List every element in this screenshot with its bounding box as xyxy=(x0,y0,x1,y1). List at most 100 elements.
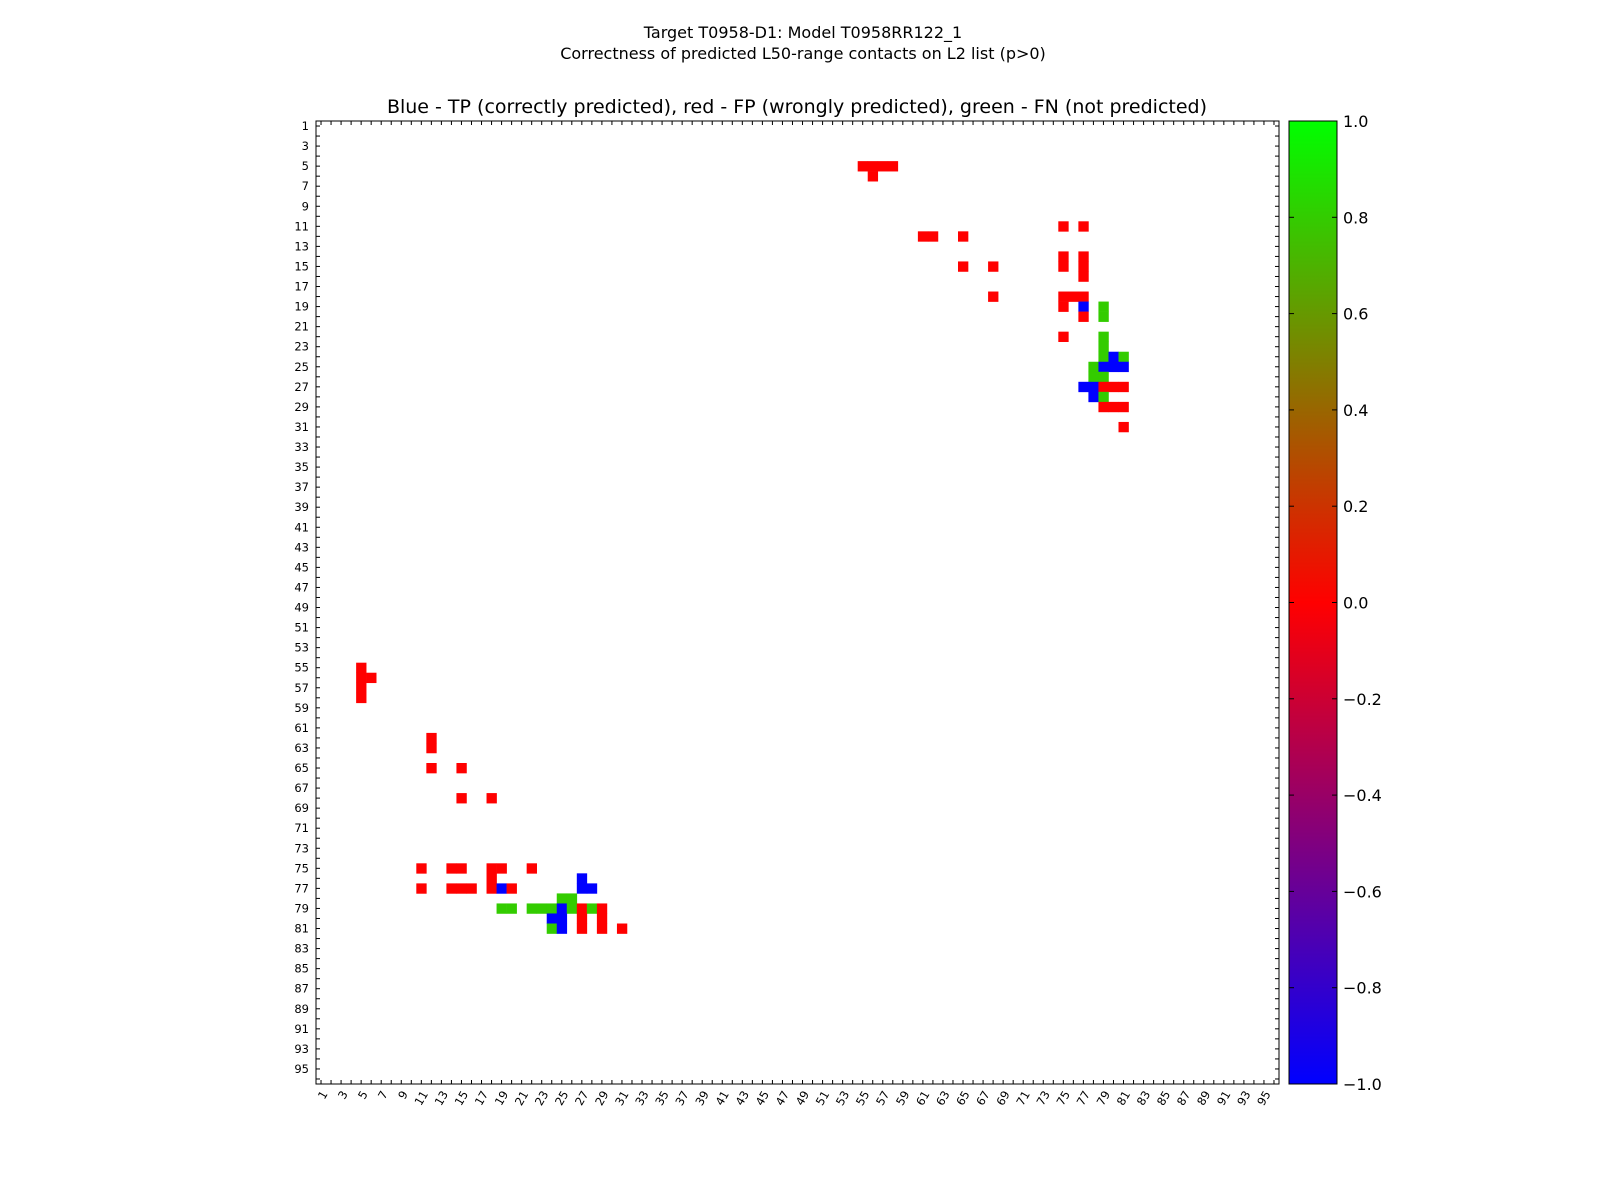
contact-cell xyxy=(486,793,497,804)
contact-cell xyxy=(486,873,497,884)
contact-cell xyxy=(556,893,568,904)
contact-cell xyxy=(456,883,467,894)
contact-cell xyxy=(1058,331,1069,342)
x-tick-label: 13 xyxy=(432,1088,451,1108)
contact-cell xyxy=(446,883,457,894)
x-tick-label: 79 xyxy=(1094,1088,1113,1108)
contact-cell xyxy=(446,863,457,874)
y-tick-label: 15 xyxy=(294,259,309,273)
contact-cell xyxy=(1078,221,1089,232)
x-tick-label: 63 xyxy=(933,1088,952,1108)
y-tick-label: 71 xyxy=(294,821,309,835)
contact-cell xyxy=(1118,351,1129,363)
y-tick-label: 37 xyxy=(294,480,309,494)
contact-cell xyxy=(576,903,588,914)
y-tick-label: 85 xyxy=(294,962,309,976)
x-tick-label: 29 xyxy=(592,1088,611,1108)
colorbar-ticks: 1.0 0.8 0.6 0.4 0.2 0.0 −0.2 −0.4 −0.6 −0.8 −1.0 xyxy=(1289,112,1382,1094)
x-tick-label: 31 xyxy=(612,1088,631,1108)
x-tick-label: 83 xyxy=(1134,1088,1153,1108)
colorbar-tick-label: 0.0 xyxy=(1343,594,1368,613)
contact-cell xyxy=(1058,251,1069,262)
y-tick-label: 19 xyxy=(294,300,309,314)
x-tick-label: 87 xyxy=(1174,1088,1193,1108)
x-tick-label: 73 xyxy=(1033,1088,1052,1108)
x-tick-label: 81 xyxy=(1114,1088,1133,1108)
contact-cell xyxy=(1068,291,1079,302)
contact-cell xyxy=(1078,381,1089,393)
x-tick-label: 17 xyxy=(472,1088,491,1108)
contact-cell xyxy=(1078,251,1089,262)
contact-cell xyxy=(526,903,537,914)
contact-cell xyxy=(1098,301,1109,312)
y-tick-label: 59 xyxy=(294,701,309,715)
contact-cell xyxy=(1108,381,1119,393)
contact-cell xyxy=(1088,371,1099,383)
contact-cell xyxy=(1118,381,1129,393)
colorbar-tick-label: −1.0 xyxy=(1343,1075,1382,1094)
x-tick-label: 45 xyxy=(753,1088,772,1108)
y-tick-label: 67 xyxy=(294,781,309,795)
y-tick-label: 5 xyxy=(302,159,309,173)
contact-cell xyxy=(356,662,367,674)
contact-cell xyxy=(1118,361,1129,373)
contact-cell xyxy=(1118,401,1129,413)
contact-cell xyxy=(1118,421,1129,433)
y-tick-label: 91 xyxy=(294,1022,309,1036)
y-tick-label: 73 xyxy=(294,841,309,855)
x-tick-label: 89 xyxy=(1194,1088,1213,1108)
x-tick-label: 67 xyxy=(973,1088,992,1108)
x-tick-label: 19 xyxy=(492,1088,511,1108)
y-tick-label: 17 xyxy=(294,280,309,294)
contact-cell xyxy=(356,692,367,704)
y-tick-label: 69 xyxy=(294,801,309,815)
contact-cell xyxy=(887,161,899,172)
x-tick-label: 85 xyxy=(1154,1088,1173,1108)
x-tick-label: 27 xyxy=(572,1088,591,1108)
contact-cell xyxy=(416,863,427,874)
contact-cell xyxy=(556,913,568,924)
y-tick-label: 41 xyxy=(294,520,309,534)
contact-cell xyxy=(988,261,999,272)
contact-cell xyxy=(1078,291,1089,302)
contact-cell xyxy=(536,903,548,914)
contact-cell xyxy=(576,883,588,894)
figure-title-line-2: Correctness of predicted L50-range conta… xyxy=(560,44,1046,63)
colorbar xyxy=(1288,120,1338,1085)
x-tick-label: 61 xyxy=(913,1088,932,1108)
x-tick-label: 49 xyxy=(793,1088,812,1108)
contact-cell xyxy=(616,923,628,934)
contact-cell xyxy=(927,231,939,242)
contact-cell xyxy=(988,291,999,302)
y-tick-label: 39 xyxy=(294,500,309,514)
contact-cell xyxy=(1058,261,1069,272)
x-tick-label: 41 xyxy=(712,1088,731,1108)
x-tick-label: 21 xyxy=(512,1088,531,1108)
contact-cell xyxy=(466,883,477,894)
colorbar-tick-label: 0.8 xyxy=(1343,208,1368,227)
contact-cell xyxy=(596,903,608,914)
y-tick-label: 87 xyxy=(294,982,309,996)
x-tick-label: 95 xyxy=(1254,1088,1273,1108)
contact-cell xyxy=(506,883,517,894)
contact-cell xyxy=(1078,261,1089,272)
colorbar-tick-label: −0.6 xyxy=(1343,882,1382,901)
x-tick-labels: 1 3 5 7 9 11 13 15 17 19 21 23 25 27 29 31 33 35 37 39 41 43 4… xyxy=(315,1088,1274,1108)
contact-cell xyxy=(1058,301,1069,312)
contact-cell xyxy=(456,793,467,804)
y-tick-label: 51 xyxy=(294,621,309,635)
x-tick-label: 5 xyxy=(355,1088,371,1101)
y-tick-label: 83 xyxy=(294,942,309,956)
y-tick-labels: 1357911131517192123252729313335373941434… xyxy=(294,119,309,1076)
contact-cell xyxy=(496,883,507,894)
x-tick-label: 43 xyxy=(733,1088,752,1108)
contact-cell xyxy=(867,171,879,182)
y-tick-label: 43 xyxy=(294,540,309,554)
y-tick-label: 13 xyxy=(294,239,309,253)
colorbar-tick-label: 1.0 xyxy=(1343,112,1368,131)
y-tick-label: 93 xyxy=(294,1042,309,1056)
y-tick-label: 9 xyxy=(302,199,309,213)
plot-frame xyxy=(315,120,1280,1085)
y-tick-label: 33 xyxy=(294,440,309,454)
x-tick-label: 47 xyxy=(773,1088,792,1108)
